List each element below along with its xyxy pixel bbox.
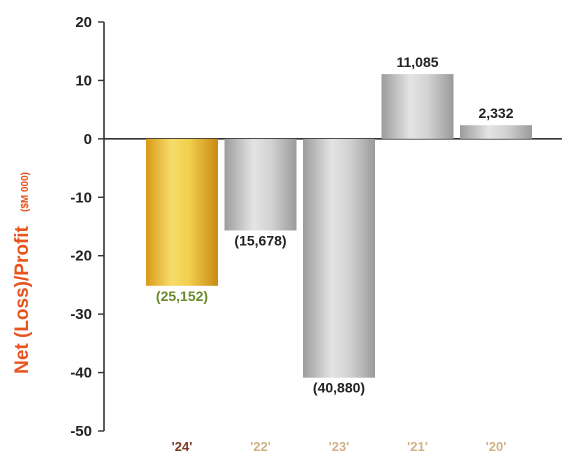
data-label: (25,152): [156, 288, 208, 304]
y-tick-label: 0: [84, 131, 92, 148]
y-tick-label: -40: [70, 365, 92, 382]
data-label: (15,678): [234, 232, 286, 248]
category-label: '23': [329, 439, 350, 454]
data-label: 2,332: [478, 105, 513, 121]
category-labels: '24' '22' '23' '21' '20': [172, 439, 507, 454]
data-label: 11,085: [396, 54, 438, 70]
y-ticks: 20 10 0 -10 -20 -30 -40 -50: [70, 14, 104, 440]
y-tick-label: -20: [70, 248, 92, 265]
y-tick-label: -30: [70, 306, 92, 323]
category-label: '22': [250, 439, 271, 454]
data-labels: (25,152) (15,678) (40,880) 11,085 2,332: [156, 54, 514, 396]
y-tick-label: 10: [75, 72, 92, 89]
category-label: '20': [486, 439, 507, 454]
y-tick-label: -50: [70, 423, 92, 440]
y-axis-unit-label: ($M 000): [20, 172, 31, 212]
bar: [460, 125, 532, 139]
data-label: (40,880): [313, 380, 365, 396]
y-axis-label-group: Net (Loss)/Profit ($M 000): [12, 172, 33, 374]
bar: [303, 138, 375, 378]
bars: [146, 74, 532, 378]
category-label: '21': [407, 439, 428, 454]
y-tick-label: -10: [70, 189, 92, 206]
bar: [146, 138, 218, 286]
y-tick-label: 20: [75, 14, 92, 31]
bar: [381, 74, 454, 139]
category-label: '24': [172, 439, 193, 454]
bar: [224, 138, 297, 231]
y-axis-label: Net (Loss)/Profit: [12, 225, 33, 373]
